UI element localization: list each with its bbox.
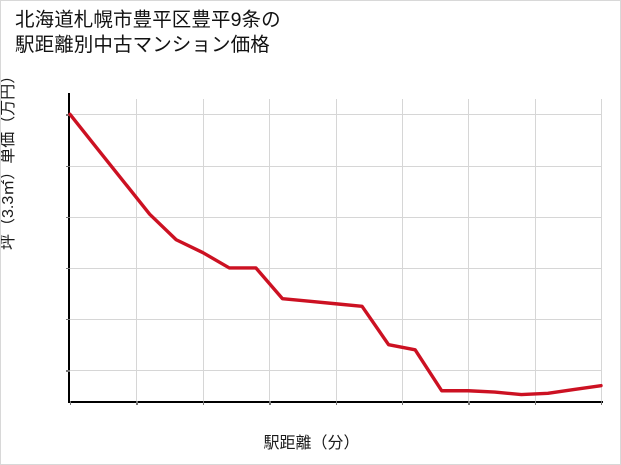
x-tick-mark — [335, 401, 337, 405]
y-tick-mark — [66, 319, 70, 321]
y-tick-mark — [66, 216, 70, 219]
y-tick-mark — [66, 114, 70, 116]
gridline-vertical — [468, 99, 470, 401]
y-axis-label: 坪（3.3㎡）単価（万円） — [0, 67, 17, 250]
y-tick-mark — [66, 267, 70, 270]
y-axis-spine — [68, 93, 71, 403]
data-line — [68, 112, 603, 397]
gridline-vertical — [202, 99, 204, 401]
x-tick-mark — [468, 401, 470, 405]
price-line-series — [68, 112, 603, 397]
gridline-vertical — [401, 99, 403, 401]
gridline-vertical — [335, 99, 337, 401]
gridline-vertical — [269, 99, 271, 401]
x-tick-mark — [202, 401, 205, 405]
x-tick-mark — [401, 401, 404, 405]
gridline-vertical — [601, 99, 602, 401]
x-tick-mark — [601, 401, 603, 405]
y-tick-mark — [66, 165, 70, 167]
x-tick-mark — [269, 401, 271, 405]
plot-area: 586062646668 0.02.55.07.510.012.515.017.… — [66, 99, 603, 405]
gridline-vertical — [534, 99, 536, 401]
gridline-vertical — [136, 99, 138, 401]
chart-title: 北海道札幌市豊平区豊平9条の 駅距離別中古マンション価格 — [15, 9, 281, 56]
x-tick-mark — [136, 401, 138, 405]
x-axis-label: 駅距離（分） — [263, 435, 360, 452]
x-tick-mark — [534, 401, 537, 405]
y-tick-mark — [66, 370, 70, 372]
x-tick-mark — [70, 401, 72, 405]
